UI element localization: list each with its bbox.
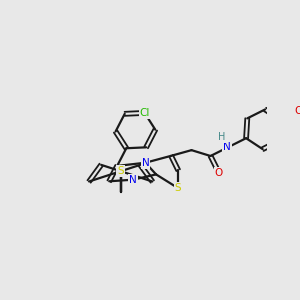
Text: N: N <box>117 166 124 176</box>
Text: S: S <box>175 183 181 193</box>
Text: N: N <box>129 175 137 185</box>
Text: Cl: Cl <box>140 108 150 118</box>
Text: N: N <box>223 142 231 152</box>
Text: O: O <box>215 168 223 178</box>
Text: H: H <box>218 132 225 142</box>
Text: S: S <box>117 166 124 176</box>
Text: N: N <box>142 158 149 168</box>
Text: O: O <box>294 106 300 116</box>
